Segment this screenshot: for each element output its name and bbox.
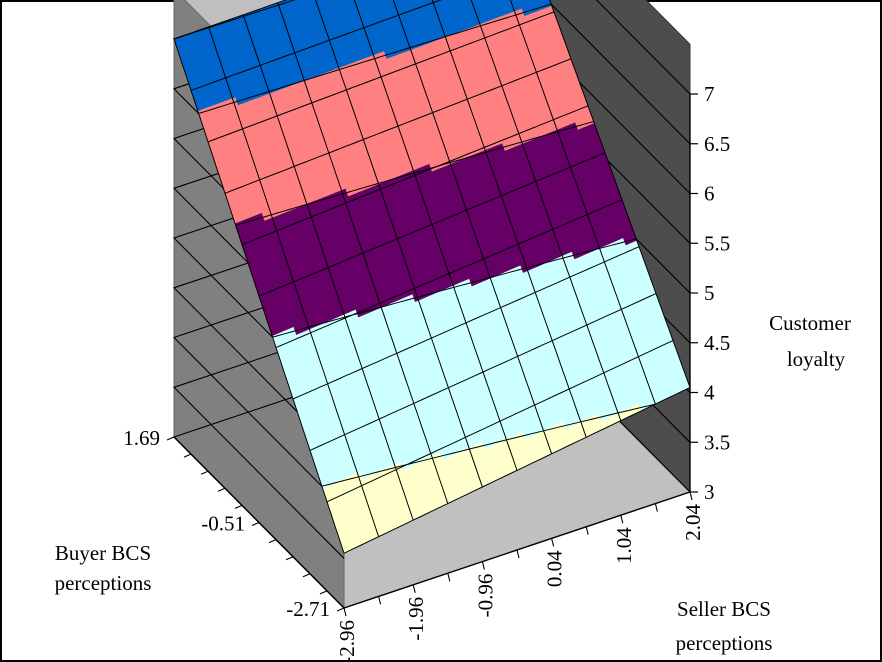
y-tick-label: -0.51 [201, 512, 245, 536]
y-tick-label: 1.69 [123, 426, 160, 450]
y-axis-title-line1: Buyer BCS [55, 541, 151, 565]
x-tick-label: 2.04 [681, 504, 705, 541]
x-tick-label: 0.04 [543, 550, 567, 587]
z-tick-label: 3.5 [704, 430, 730, 454]
x-tick-label: -1.96 [404, 597, 428, 641]
x-axis-title-line1: Seller BCS [677, 597, 771, 621]
z-tick-label: 5.5 [704, 231, 730, 255]
x-tick-label: -2.96 [335, 620, 359, 662]
z-tick-label: 6.5 [704, 132, 730, 156]
z-tick-label: 6 [704, 182, 715, 206]
y-axis-title-line2: perceptions [55, 571, 152, 595]
z-tick-label: 4.5 [704, 331, 730, 355]
z-axis-title-line2: loyalty [787, 347, 846, 371]
surface-plot [173, 0, 691, 554]
y-tick-label: -2.71 [286, 597, 330, 621]
z-tick-label: 3 [704, 480, 715, 504]
z-axis-title-line1: Customer [769, 311, 851, 335]
z-tick-label: 4 [704, 381, 715, 405]
z-tick-label: 5 [704, 281, 715, 305]
x-tick-label: 1.04 [612, 527, 636, 564]
x-axis-title-line2: perceptions [676, 631, 773, 655]
x-tick-label: -0.96 [473, 574, 497, 618]
z-tick-label: 7 [704, 82, 715, 106]
